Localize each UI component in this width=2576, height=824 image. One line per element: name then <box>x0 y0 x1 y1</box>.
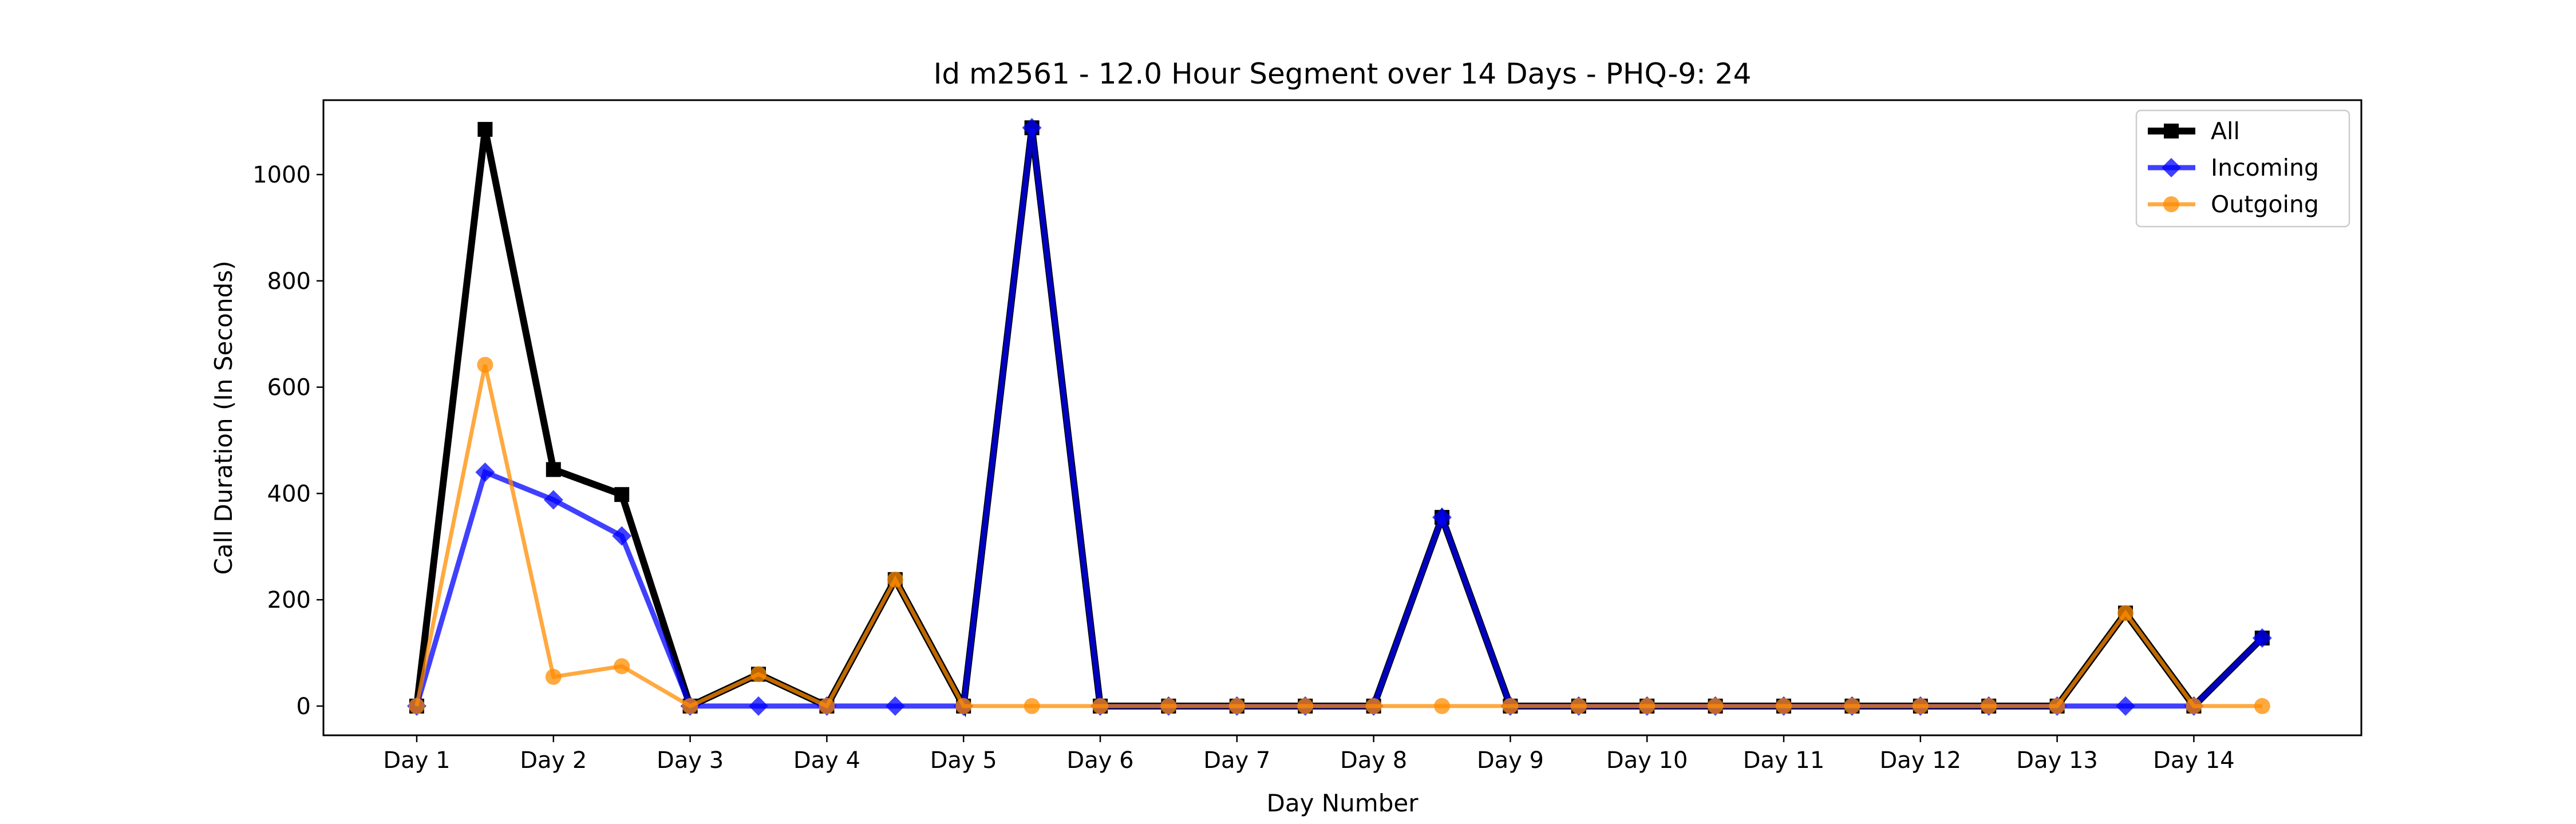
x-tick-label: Day 10 <box>1606 747 1688 774</box>
plot-frame <box>322 99 2362 736</box>
y-tick-label: 0 <box>297 694 311 720</box>
data-point <box>1297 698 1314 714</box>
data-point <box>409 698 425 714</box>
data-point <box>1502 698 1519 714</box>
y-tick-label: 1000 <box>252 162 311 188</box>
data-point <box>682 698 698 714</box>
data-point <box>1432 508 1452 528</box>
data-point <box>887 571 903 588</box>
legend-entry: Outgoing <box>2148 191 2319 218</box>
legend-entries: All Incoming Outgoing <box>2148 117 2319 218</box>
data-point <box>1092 698 1108 714</box>
y-axis-ticks: 0 200 400 600 800 1000 <box>252 162 323 720</box>
legend-label: Outgoing <box>2211 191 2319 218</box>
data-point <box>819 698 835 714</box>
series-all <box>409 120 2270 718</box>
data-point <box>2254 698 2270 714</box>
x-axis-ticks: Day 1 Day 2 Day 3 Day 4 Day 5 Day 6 Day 7 Day 8… <box>383 735 2235 774</box>
series-outgoing <box>409 356 2270 714</box>
data-point <box>885 696 905 716</box>
y-tick-label: 200 <box>267 587 311 613</box>
data-point <box>1160 698 1177 714</box>
legend-label: Incoming <box>2211 154 2319 181</box>
data-point <box>2117 605 2134 621</box>
x-tick-label: Day 3 <box>657 747 724 774</box>
data-point <box>1981 698 1997 714</box>
data-point <box>614 658 630 675</box>
x-tick-label: Day 8 <box>1340 747 1407 774</box>
series-line <box>413 127 2265 718</box>
x-axis-label: Day Number <box>1266 789 1419 817</box>
series-line <box>414 127 2264 709</box>
y-tick-label: 600 <box>267 375 311 401</box>
series-layer <box>407 118 2272 718</box>
legend-swatch-marker <box>2163 196 2179 212</box>
legend: All Incoming Outgoing <box>2135 109 2350 228</box>
x-tick-label: Day 2 <box>520 747 587 774</box>
x-tick-label: Day 5 <box>930 747 997 774</box>
data-point <box>546 462 561 477</box>
legend-box <box>2135 109 2350 228</box>
data-point <box>2049 698 2065 714</box>
legend-swatch-marker <box>2164 124 2179 138</box>
legend-swatch-marker <box>2162 158 2181 177</box>
x-tick-label: Day 13 <box>2016 747 2098 774</box>
plot-area: Day 1 Day 2 Day 3 Day 4 Day 5 Day 6 Day 7 Day 8… <box>252 99 2362 774</box>
x-tick-label: Day 9 <box>1477 747 1544 774</box>
data-point <box>1570 698 1587 714</box>
data-point <box>1365 698 1382 714</box>
data-point <box>1707 698 1724 714</box>
data-point <box>545 668 562 685</box>
chart-title: Id m2561 - 12.0 Hour Segment over 14 Day… <box>934 57 1752 90</box>
data-point <box>543 490 563 510</box>
legend-label: All <box>2211 117 2240 145</box>
series-incoming <box>407 118 2272 716</box>
x-tick-label: Day 14 <box>2153 747 2235 774</box>
data-point <box>475 462 495 482</box>
data-point <box>1022 118 1042 138</box>
legend-entry: Incoming <box>2148 154 2319 181</box>
legend-entry: All <box>2148 117 2240 145</box>
data-point <box>1228 698 1245 714</box>
data-point <box>1776 698 1792 714</box>
y-axis-label: Call Duration (In Seconds) <box>210 260 238 575</box>
x-tick-label: Day 7 <box>1203 747 1270 774</box>
data-point <box>750 666 767 683</box>
data-point <box>477 356 493 373</box>
data-point <box>1844 698 1860 714</box>
data-point <box>955 698 972 714</box>
data-point <box>614 487 630 502</box>
data-point <box>2252 628 2272 648</box>
x-tick-label: Day 11 <box>1743 747 1825 774</box>
data-point <box>1434 698 1450 714</box>
series-line <box>414 364 2262 709</box>
x-tick-label: Day 12 <box>1879 747 1961 774</box>
data-point <box>2116 696 2135 716</box>
data-point <box>1912 698 1929 714</box>
x-tick-label: Day 6 <box>1066 747 1133 774</box>
data-point <box>1024 698 1040 714</box>
x-tick-label: Day 1 <box>383 747 450 774</box>
y-tick-label: 400 <box>267 481 311 507</box>
data-point <box>1639 698 1656 714</box>
data-point <box>612 526 632 546</box>
y-tick-label: 800 <box>267 268 311 295</box>
data-point <box>477 122 493 137</box>
data-point <box>2186 698 2202 714</box>
data-point <box>749 696 768 716</box>
x-tick-label: Day 4 <box>793 747 860 774</box>
